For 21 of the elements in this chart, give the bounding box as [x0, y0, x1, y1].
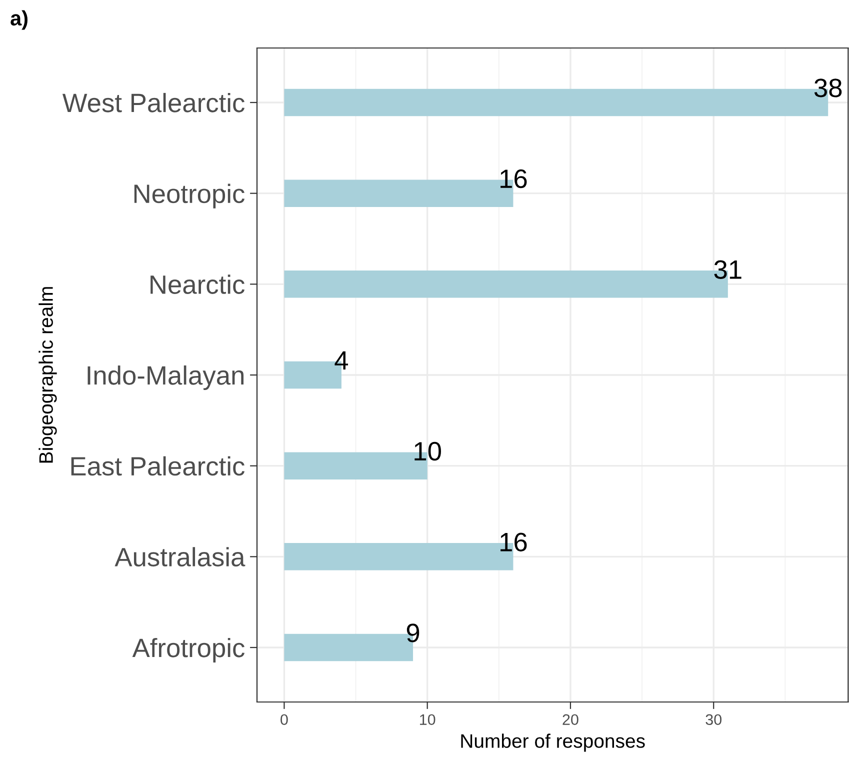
data-label: 16	[500, 532, 527, 552]
data-label: 31	[714, 260, 742, 279]
y-tick-label: West Palearctic	[62, 92, 245, 112]
y-tick-label: Neotropic	[134, 184, 245, 208]
data-label: 16	[500, 169, 527, 188]
y-axis-title: Biogeographic realm	[38, 287, 57, 463]
y-tick-label: Indo-Malayan	[88, 365, 244, 390]
y-tick-label: Afrotropic	[132, 638, 245, 663]
y-tick-label: Nearctic	[150, 274, 244, 294]
data-label: 4	[334, 351, 348, 370]
y-tick-label: East Palearctic	[71, 456, 245, 476]
x-tick-label: 0	[280, 714, 288, 726]
x-tick-label: 30	[706, 714, 722, 726]
x-tick-label: 10	[420, 714, 436, 726]
text: a)	[10, 10, 28, 30]
y-tick-label: Australasia	[114, 547, 246, 566]
data-label: 38	[814, 78, 842, 98]
data-label: 10	[414, 442, 441, 461]
data-label: 9	[406, 624, 420, 642]
x-tick-label: 20	[562, 714, 578, 726]
x-axis-title: Number of responses	[461, 734, 645, 752]
